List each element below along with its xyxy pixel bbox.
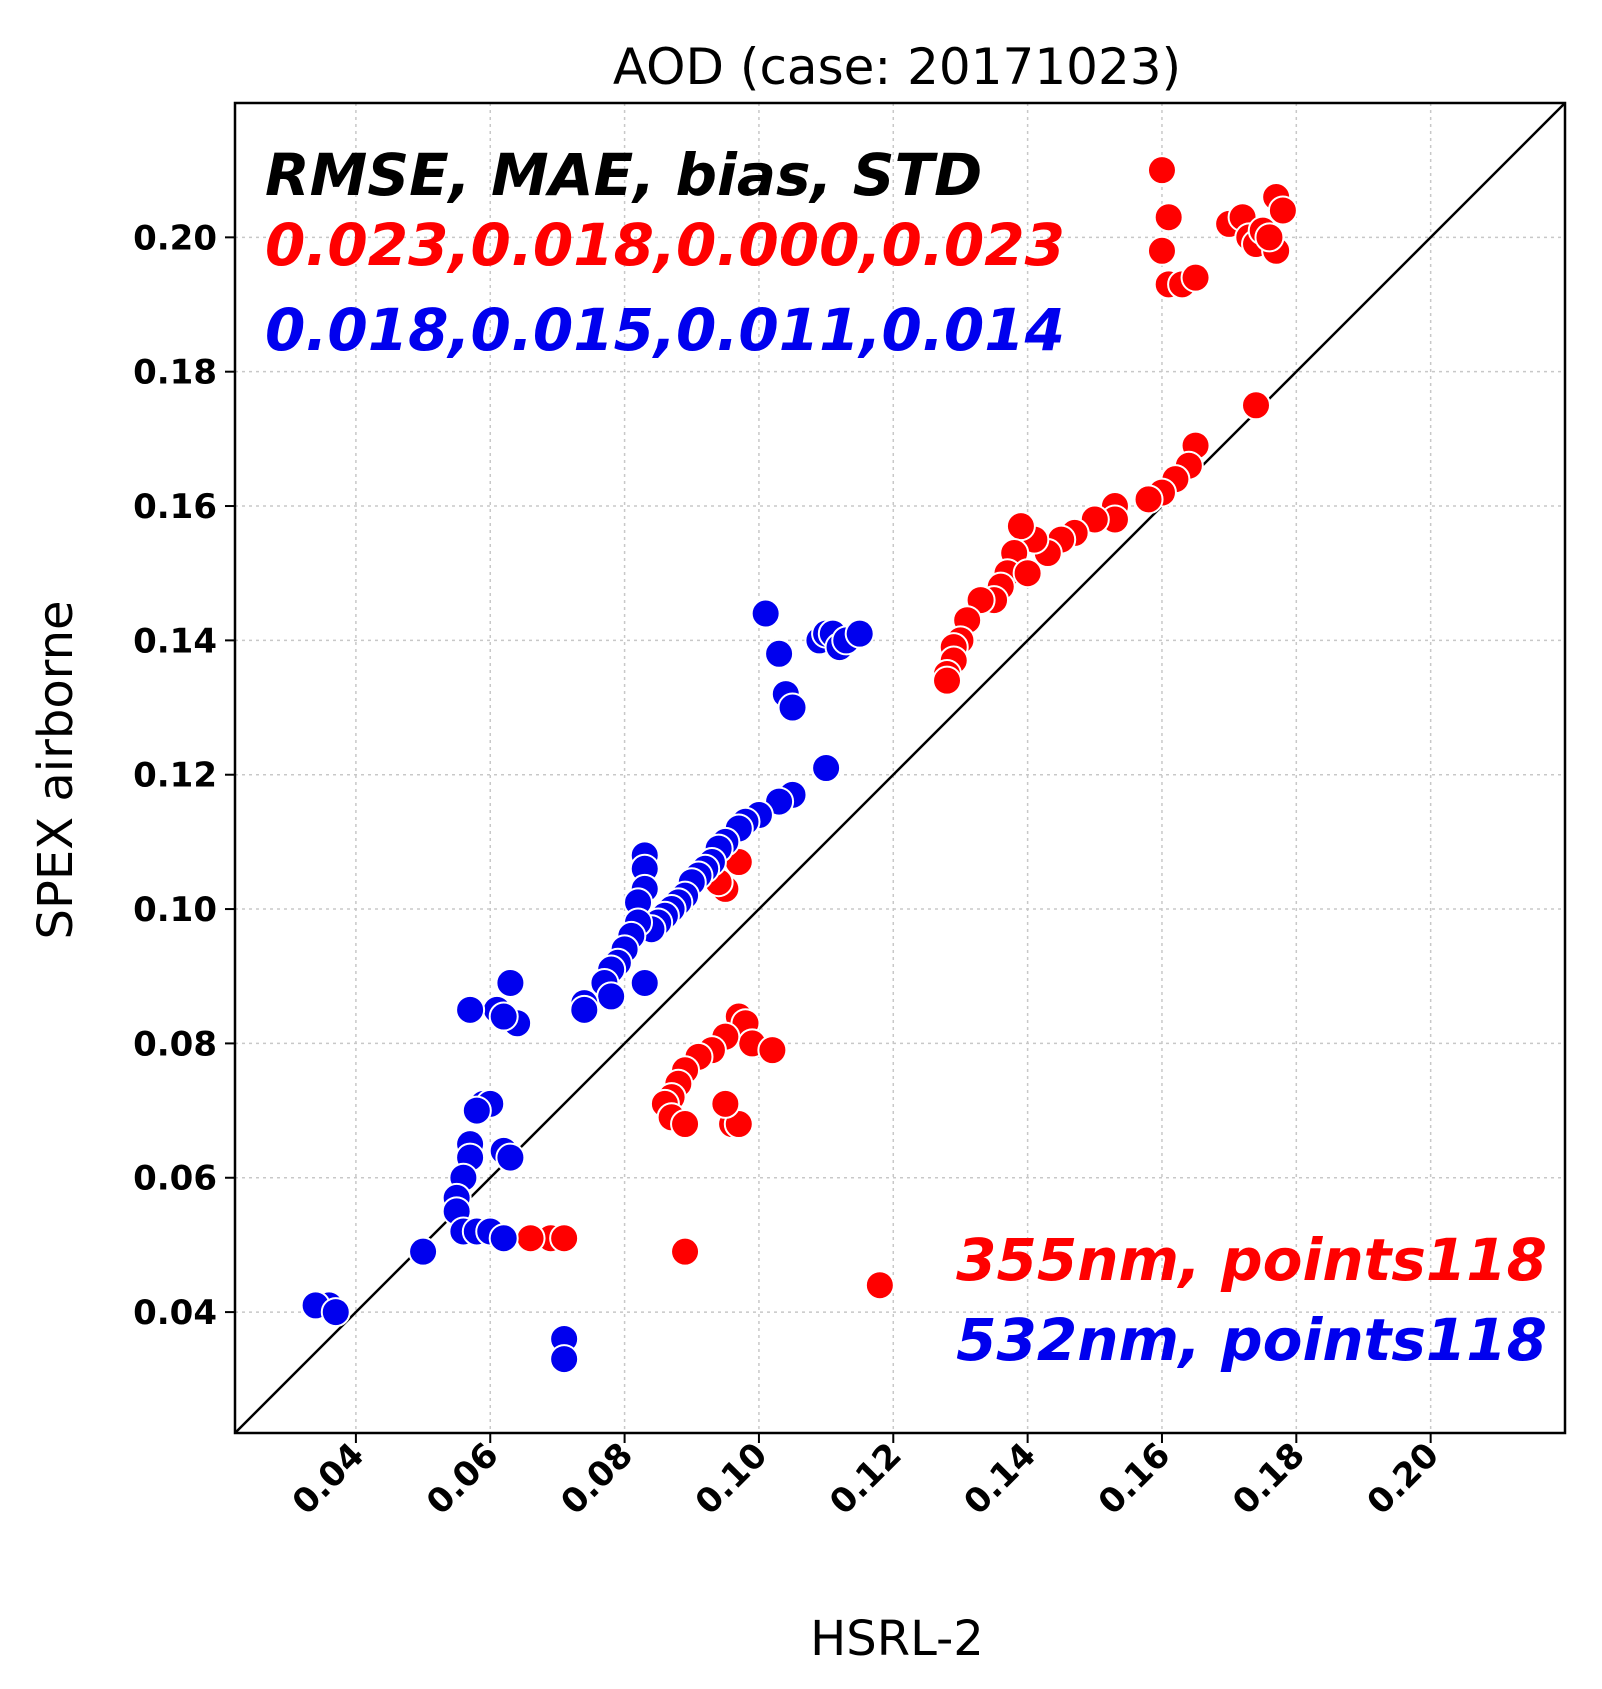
y-tick-label: 0.16 [133,487,217,527]
scatter-point-532nm [777,692,808,723]
scatter-point-355nm [515,1223,546,1254]
y-tick-label: 0.04 [133,1293,217,1333]
y-tick-label: 0.18 [133,353,217,393]
grid-layer [235,103,1565,1433]
scatter-point-355nm [710,1088,741,1119]
scatter-point-532nm [488,1223,519,1254]
scatter-point-355nm [1133,484,1164,515]
scatter-point-355nm [670,1109,701,1140]
axes-frame [233,101,1567,1435]
y-tick-label: 0.08 [133,1024,217,1064]
chart-title: AOD (case: 20171023) [613,38,1181,96]
scatter-point-355nm [1012,558,1043,589]
scatter-point-532nm [844,618,875,649]
y-tick-label: 0.06 [133,1159,217,1199]
stats-532nm: 0.018,0.015,0.011,0.014 [265,296,1065,364]
y-tick-label: 0.10 [133,890,217,930]
scatter-point-532nm [629,967,660,998]
stats-header: RMSE, MAE, bias, STD [265,141,982,209]
legend-355nm: 355nm, points118 [956,1226,1547,1294]
stats-355nm: 0.023,0.018,0.000,0.023 [265,211,1065,279]
scatter-point-532nm [461,1095,492,1126]
scatter-points-layer [300,155,1298,1375]
x-tick-label: 0.14 [956,1435,1044,1523]
scatter-point-355nm [932,665,963,696]
scatter-point-355nm [757,1035,788,1066]
scatter-point-532nm [750,598,781,629]
y-tick-label: 0.12 [133,756,217,796]
x-ticks-layer: 0.04 0.06 0.08 0.10 0.12 0.14 0.16 0.18 0.20 [285,1433,1447,1523]
x-tick-label: 0.16 [1091,1435,1179,1523]
scatter-point-532nm [569,994,600,1025]
y-axis-label: SPEX airborne [28,600,84,939]
x-tick-label: 0.20 [1359,1435,1447,1523]
scatter-point-532nm [488,1001,519,1032]
scatter-point-355nm [864,1270,895,1301]
scatter-point-532nm [596,981,627,1012]
scatter-point-355nm [1241,390,1272,421]
scatter-point-355nm [1254,222,1285,253]
scatter-point-355nm [1267,195,1298,226]
scatter-point-532nm [320,1297,351,1328]
x-tick-label: 0.08 [553,1435,641,1523]
x-tick-label: 0.10 [688,1435,776,1523]
scatter-point-355nm [1180,262,1211,293]
scatter-point-532nm [455,994,486,1025]
scatter-point-355nm [1146,155,1177,186]
x-axis-label: HSRL-2 [810,1611,984,1667]
scatter-point-532nm [811,753,842,783]
x-tick-label: 0.18 [1225,1435,1313,1523]
scatter-point-532nm [495,967,526,998]
scatter-point-355nm [670,1236,701,1267]
y-ticks-layer: 0.04 0.06 0.08 0.10 0.12 0.14 0.16 0.18 0.20 [133,218,235,1333]
scatter-point-355nm [1153,202,1184,233]
scatter-point-532nm [549,1344,580,1375]
y-tick-label: 0.14 [133,621,217,661]
x-tick-label: 0.04 [285,1435,373,1523]
scatter-point-532nm [408,1236,439,1267]
scatter-point-532nm [764,638,795,669]
scatter-point-355nm [1005,511,1036,542]
legend-532nm: 532nm, points118 [956,1306,1547,1374]
scatter-point-532nm [495,1142,526,1173]
scatter-point-355nm [549,1223,580,1254]
x-tick-label: 0.06 [419,1435,507,1523]
x-tick-label: 0.12 [822,1435,910,1523]
scatter-point-355nm [1146,235,1177,266]
y-tick-label: 0.20 [133,218,217,258]
